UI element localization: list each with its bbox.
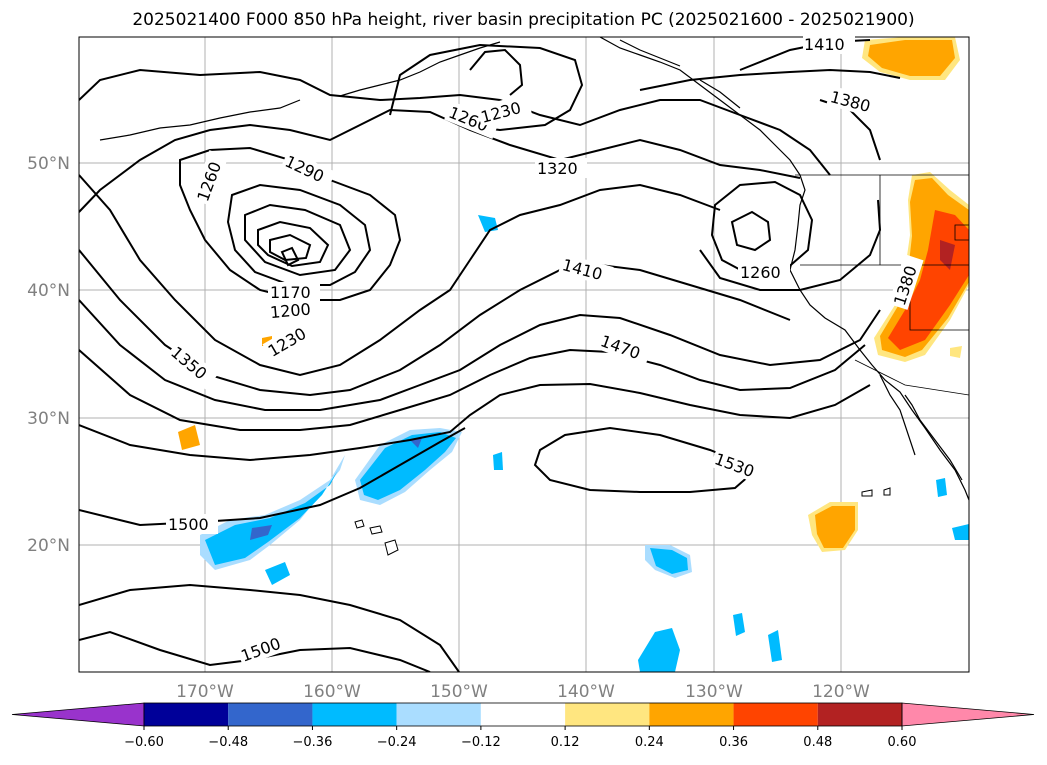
colorbar-segment [396,703,481,726]
colorbar-tick-label: 0.36 [719,735,748,750]
coastlines [99,37,969,501]
colorbar-tick-label: −0.12 [461,735,501,750]
height-contours [79,39,901,672]
contour-label-1170: 1170 [270,283,311,302]
colorbar-tick-label: −0.36 [293,735,333,750]
colorbar-segment [312,703,397,726]
colorbar-extend-low [11,702,145,727]
colorbar-tick-label: −0.60 [124,735,164,750]
colorbar-segment [228,703,313,726]
colorbar-tick-label: 0.24 [635,735,664,750]
contour-label-1410-top: 1410 [804,35,845,54]
lon-label-130w: 130°W [685,682,743,702]
colorbar-frame [143,702,903,727]
colorbar-segment [144,703,229,726]
colorbar-tick-label: 0.12 [551,735,580,750]
contour-label-1200: 1200 [269,300,311,322]
lat-label-50n: 50°N [27,154,70,174]
colorbar-tick-label: 0.48 [803,735,832,750]
contour-label-1260-c: 1260 [740,263,781,282]
colorbar-segment [565,703,650,726]
lon-label-120w: 120°W [812,682,870,702]
colorbar-segment [817,703,902,726]
colorbar-tick-label: 0.60 [888,735,917,750]
borders [795,174,969,396]
lat-label-20n: 20°N [27,536,70,556]
lat-label-40n: 40°N [27,281,70,301]
lon-label-140w: 140°W [557,682,615,702]
lon-label-170w: 170°W [176,682,234,702]
colorbar-segment [733,703,818,726]
colorbar-segment [649,703,734,726]
colorbar-extend-high [901,702,1035,727]
colorbar-tick-label: −0.24 [377,735,417,750]
lon-label-160w: 160°W [303,682,361,702]
colorbar-segment [480,703,566,726]
colorbar: −0.60 −0.48 −0.36 −0.24 −0.12 0.12 0.24 0.36 0.4… [11,702,1035,750]
islands [354,487,891,556]
lon-labels: 170°W 160°W 150°W 140°W 130°W 120°W [176,682,870,702]
lat-labels: 50°N 40°N 30°N 20°N [27,154,70,556]
contour-label-1320: 1320 [537,159,578,178]
colorbar-tick-label: −0.48 [208,735,248,750]
contour-label-1500-a: 1500 [168,515,209,534]
map-area [79,37,969,672]
precip-negative-fills [200,215,969,672]
precip-positive-fills [178,37,969,552]
map-title: 2025021400 F000 850 hPa height, river ba… [132,10,915,30]
map-border [78,36,970,673]
lon-label-150w: 150°W [430,682,488,702]
lat-label-30n: 30°N [27,409,70,429]
